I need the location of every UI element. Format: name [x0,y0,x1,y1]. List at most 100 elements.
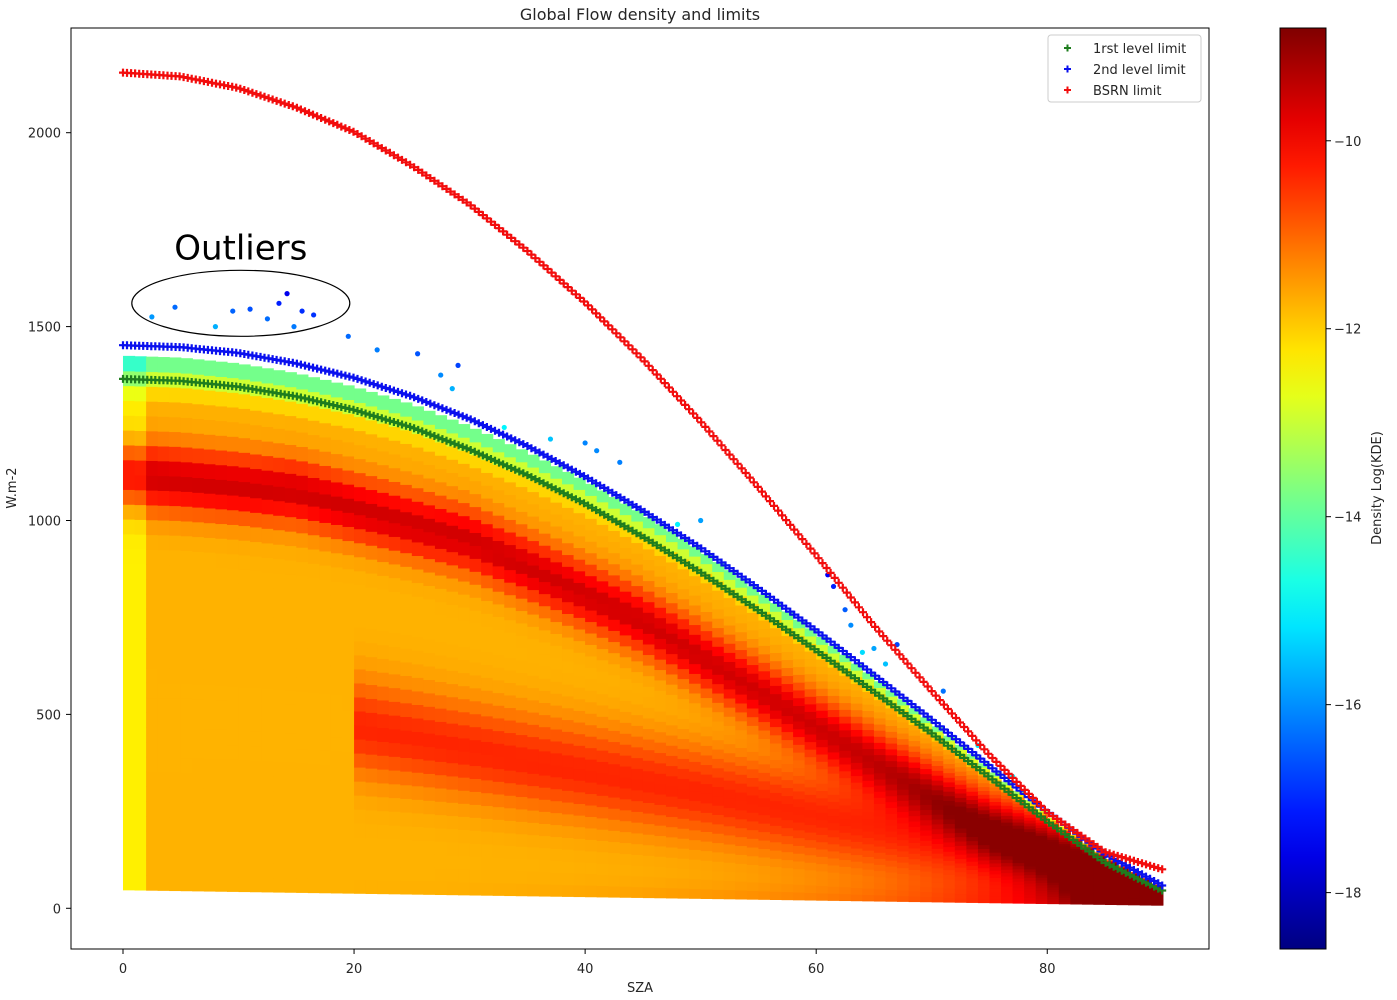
density-cell [203,714,217,730]
density-cell [504,469,517,483]
density-cell [804,854,817,863]
density-cell [1024,885,1037,890]
density-cell [677,588,690,600]
density-cell [954,884,967,890]
density-cell [689,683,702,694]
density-cell [180,461,193,478]
density-cell [1058,901,1071,905]
limit-marker [1008,773,1017,782]
density-cell [169,535,182,551]
density-cell [1024,854,1037,858]
density-cell [492,717,505,732]
density-cell [504,807,517,821]
density-cell [735,711,748,722]
density-cell [642,559,656,571]
density-cell [273,660,286,676]
density-cell [677,698,690,710]
density-cell [689,878,702,890]
density-cell [758,679,771,689]
density-cell [203,390,217,406]
density-cell [793,697,806,706]
density-cell [1070,848,1083,851]
density-cell [665,622,679,634]
limit-marker [668,526,677,535]
outlier-point [264,316,271,322]
density-cell [769,775,783,785]
density-cell [377,838,390,853]
density-cell [192,757,205,774]
density-cell [250,672,263,688]
density-cell [885,713,898,721]
density-cell [492,869,505,884]
density-cell [342,794,355,810]
limit-marker [511,436,520,445]
density-cell [1116,891,1129,894]
density-cell [920,722,933,729]
density-cell [977,836,991,842]
density-cell [515,846,528,860]
density-cell [654,690,667,702]
density-cell [1047,894,1060,898]
density-cell [238,613,251,629]
density-cell [746,760,760,770]
density-cell [758,763,771,773]
density-cell [169,387,182,403]
limit-marker [891,703,900,712]
density-cell [319,622,332,637]
density-cell [1081,892,1095,895]
density-cell [839,695,852,704]
density-cell [735,640,748,651]
density-cell [1093,875,1106,878]
density-cell [746,647,760,657]
density-cell [515,784,528,798]
density-cell [885,760,898,768]
density-cell [1070,886,1083,890]
density-cell [573,675,586,688]
density-cell [977,879,991,884]
density-cell [434,654,448,669]
density-cell [816,848,829,857]
density-cell [226,509,240,525]
density-cell [977,786,991,791]
density-cell [931,828,944,835]
density-cell [1093,882,1106,885]
density-cell [296,719,309,735]
density-cell [515,883,528,897]
density-cell [377,824,390,839]
limit-marker [1000,773,1009,782]
density-cell [966,782,979,788]
density-cell [180,506,193,522]
density-cell [226,847,240,863]
density-cell [122,637,136,654]
density-cell [585,678,598,691]
density-cell [180,432,193,448]
density-cell [631,703,644,716]
density-cell [885,865,898,873]
density-cell [1105,901,1118,904]
density-cell [458,829,471,844]
density-cell [966,836,979,842]
limit-marker [365,410,374,419]
density-cell [1070,901,1083,905]
density-cell [631,800,644,812]
density-cell [585,575,598,588]
density-cell [642,654,656,666]
density-cell [746,673,760,683]
limit-marker [1085,837,1094,846]
density-cell [1058,880,1071,883]
density-cell [862,735,875,743]
density-cell [296,791,309,807]
density-cell [180,565,193,581]
density-cell [700,774,713,785]
density-cell [758,797,771,807]
density-cell [423,451,436,466]
density-cell [735,720,748,731]
density-cell [411,541,424,556]
density-cell [1012,812,1025,817]
density-cell [388,728,401,744]
density-cell [1139,887,1152,890]
density-cell [700,879,713,890]
density-cell [908,815,921,822]
density-cell [573,721,586,735]
density-cell [769,792,783,802]
